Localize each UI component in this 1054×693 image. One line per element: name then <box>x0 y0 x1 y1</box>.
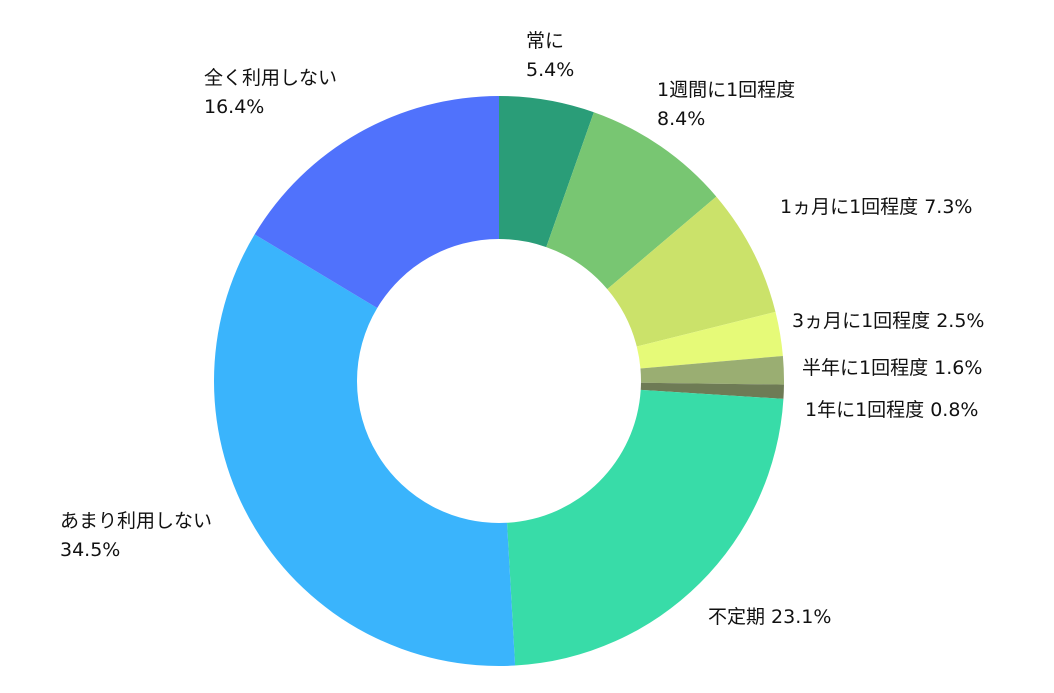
slice-9 <box>254 96 499 308</box>
slice-2-label: 1週間に1回程度 <box>657 79 795 101</box>
slice-3-label: 1ヵ月に1回程度 7.3% <box>780 196 973 218</box>
slice-6-label: 1年に1回程度 0.8% <box>805 399 979 421</box>
slice-6 <box>640 382 784 399</box>
slice-4 <box>636 311 783 369</box>
slice-2-value: 8.4% <box>657 108 705 130</box>
slice-labels: 常に 5.4% 1週間に1回程度 8.4% 1ヵ月に1回程度 7.3% 3ヵ月に1回程度 … <box>60 30 985 628</box>
slice-9-label: 全く利用しない <box>204 67 337 89</box>
slice-2 <box>546 112 717 290</box>
slice-1-value: 5.4% <box>526 59 574 81</box>
slice-7 <box>507 389 784 666</box>
slice-5 <box>640 355 785 385</box>
slice-8-value: 34.5% <box>60 539 120 561</box>
slice-5-label: 半年に1回程度 1.6% <box>802 357 982 379</box>
slice-7-label: 不定期 23.1% <box>708 606 831 628</box>
slice-1-label: 常に <box>526 30 564 52</box>
slice-9-value: 16.4% <box>204 96 264 118</box>
slice-3 <box>607 196 776 347</box>
slice-1 <box>499 96 594 248</box>
slice-8 <box>213 234 516 666</box>
slice-4-label: 3ヵ月に1回程度 2.5% <box>792 310 985 332</box>
slice-8-label: あまり利用しない <box>60 510 212 532</box>
donut-slices <box>213 96 785 666</box>
